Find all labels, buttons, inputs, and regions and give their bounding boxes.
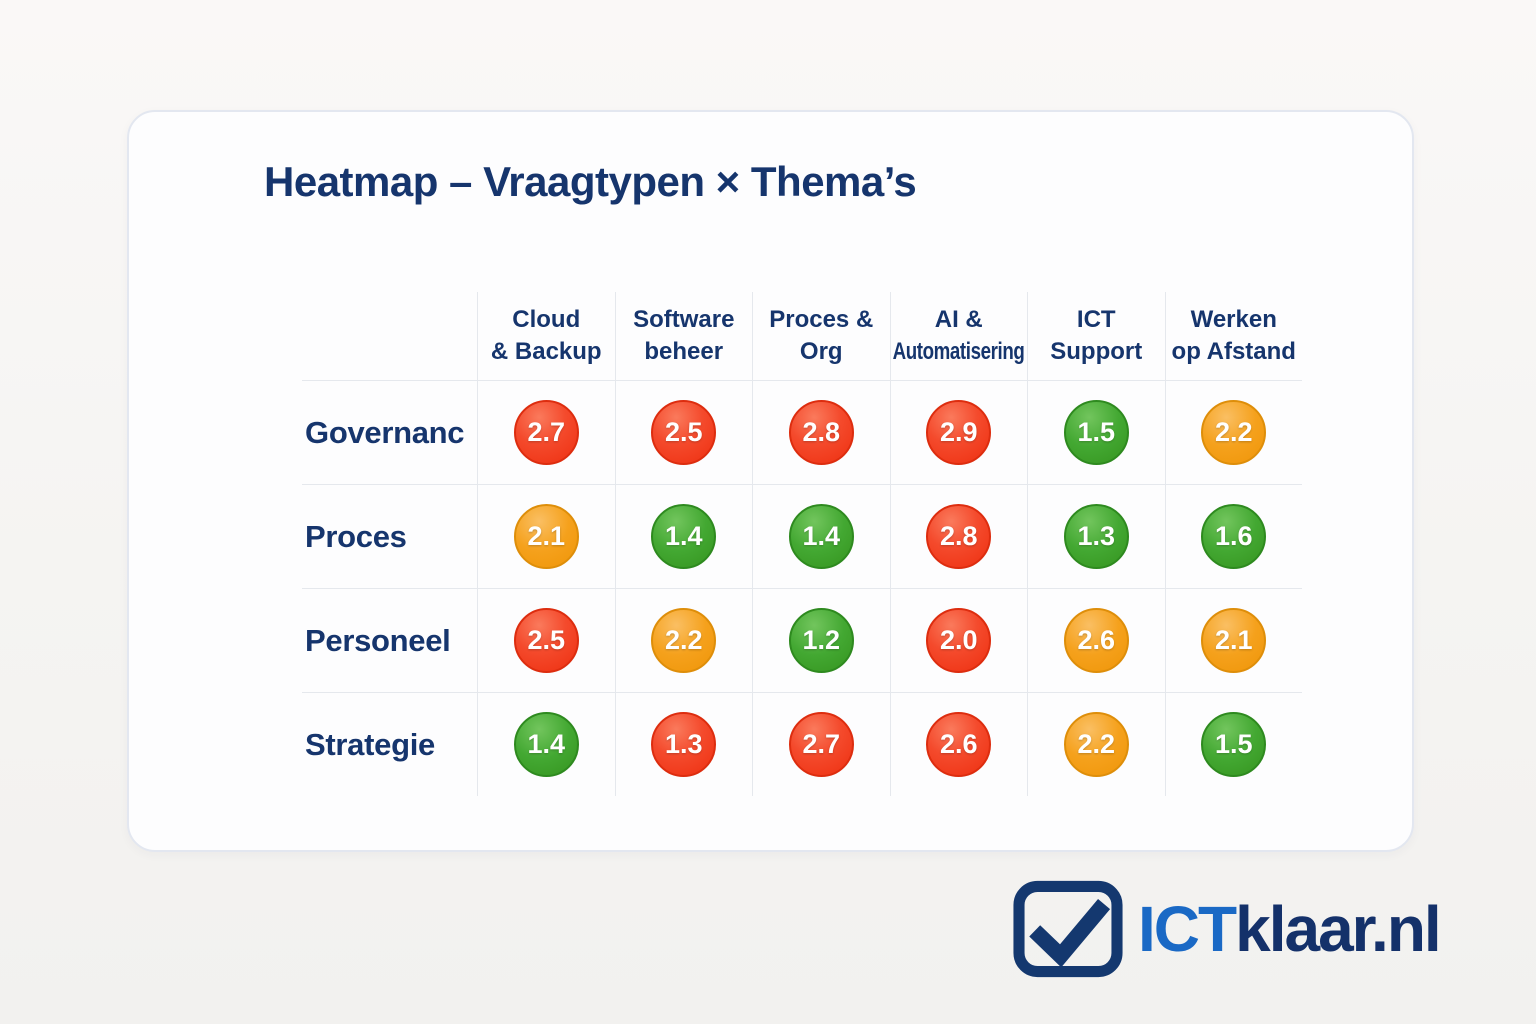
heatmap-value-badge: 1.3 <box>1063 504 1129 569</box>
heatmap-cell: 2.2 <box>1027 692 1165 796</box>
heatmap-cell: 2.1 <box>1164 588 1302 692</box>
heatmap-card: Heatmap – Vraagtypen × Thema’s Cloud & B… <box>127 110 1414 852</box>
heatmap-cell: 2.9 <box>889 380 1027 484</box>
column-header-ai-automatisering: AI & Automatisering <box>889 292 1028 380</box>
column-header-line: ICT <box>1076 305 1116 333</box>
column-header-line: op Afstand <box>1171 338 1296 365</box>
column-header-line: Support <box>1050 338 1143 365</box>
heatmap-cell: 2.2 <box>614 588 752 692</box>
heatmap-cell: 2.5 <box>614 380 752 484</box>
heatmap-cell: 2.0 <box>889 588 1027 692</box>
heatmap-cell: 1.4 <box>614 484 752 588</box>
heatmap-value-badge: 2.2 <box>651 608 717 673</box>
column-header-line: beheer <box>644 338 724 365</box>
heatmap-value-badge: 1.5 <box>1063 400 1129 465</box>
brand-name: ICTklaar.nl <box>1138 892 1442 966</box>
heatmap-cell: 2.8 <box>889 484 1027 588</box>
row-label-governanc: Governanc <box>302 380 477 484</box>
heatmap-cell: 2.1 <box>477 484 615 588</box>
heatmap-value-badge: 2.2 <box>1063 712 1129 777</box>
heatmap-value-badge: 1.4 <box>788 504 854 569</box>
heatmap-value-badge: 2.6 <box>1063 608 1129 673</box>
heatmap-value-badge: 1.4 <box>651 504 717 569</box>
row-label-strategie: Strategie <box>302 692 477 796</box>
heatmap-value-badge: 2.2 <box>1201 400 1267 465</box>
heatmap-value-badge: 2.5 <box>513 608 579 673</box>
heatmap-value-badge: 2.9 <box>926 400 992 465</box>
heatmap-value-badge: 2.7 <box>513 400 579 465</box>
column-header-werken-op-afstand: Werken op Afstand <box>1164 292 1303 380</box>
heatmap-cell: 1.3 <box>1027 484 1165 588</box>
column-header-line: Proces & <box>769 305 874 333</box>
column-header-line: & Backup <box>490 338 602 365</box>
heatmap-value-badge: 1.2 <box>788 608 854 673</box>
heatmap-cell: 1.6 <box>1164 484 1302 588</box>
heatmap-value-badge: 2.1 <box>1201 608 1267 673</box>
heatmap-table: Cloud & Backup Software beheer Proces & … <box>302 292 1302 796</box>
heatmap-cell: 1.4 <box>477 692 615 796</box>
heatmap-value-badge: 1.6 <box>1201 504 1267 569</box>
row-label-proces: Proces <box>302 484 477 588</box>
heatmap-value-badge: 2.1 <box>513 504 579 569</box>
heatmap-cell: 1.4 <box>752 484 890 588</box>
heatmap-cell: 2.5 <box>477 588 615 692</box>
column-header-proces-org: Proces & Org <box>752 292 890 380</box>
row-label-personeel: Personeel <box>302 588 477 692</box>
heatmap-cell: 2.8 <box>752 380 890 484</box>
column-header-line: Automatisering <box>892 338 1025 365</box>
heatmap-value-badge: 2.8 <box>926 504 992 569</box>
heatmap-value-badge: 1.4 <box>513 712 579 777</box>
column-header-ict-support: ICT Support <box>1027 292 1165 380</box>
heatmap-value-badge: 1.3 <box>651 712 717 777</box>
heatmap-cell: 2.6 <box>889 692 1027 796</box>
column-header-line: Org <box>799 338 843 365</box>
brand-name-primary: ICT <box>1138 893 1237 965</box>
column-header-line: Werken <box>1190 305 1277 333</box>
page-title: Heatmap – Vraagtypen × Thema’s <box>264 158 917 205</box>
column-header-cloud-backup: Cloud & Backup <box>477 292 615 380</box>
heatmap-value-badge: 1.5 <box>1201 712 1267 777</box>
heatmap-value-badge: 2.0 <box>926 608 992 673</box>
heatmap-cell: 2.7 <box>752 692 890 796</box>
heatmap-cell: 2.7 <box>477 380 615 484</box>
heatmap-cell: 1.2 <box>752 588 890 692</box>
heatmap-cell: 1.3 <box>614 692 752 796</box>
heatmap-value-badge: 2.8 <box>788 400 854 465</box>
column-header-line: AI & <box>934 305 983 333</box>
table-corner-spacer <box>302 292 477 380</box>
brand-name-secondary: klaar.nl <box>1235 893 1442 965</box>
column-header-line: Software <box>633 305 735 333</box>
column-header-line: Cloud <box>512 305 581 333</box>
brand-logo: ICTklaar.nl <box>1012 880 1442 978</box>
column-header-software-beheer: Software beheer <box>614 292 753 380</box>
heatmap-value-badge: 2.6 <box>926 712 992 777</box>
heatmap-cell: 2.6 <box>1027 588 1165 692</box>
heatmap-cell: 1.5 <box>1164 692 1302 796</box>
heatmap-value-badge: 2.7 <box>788 712 854 777</box>
heatmap-cell: 2.2 <box>1164 380 1302 484</box>
heatmap-cell: 1.5 <box>1027 380 1165 484</box>
heatmap-value-badge: 2.5 <box>651 400 717 465</box>
checkbox-check-icon <box>1013 880 1123 978</box>
